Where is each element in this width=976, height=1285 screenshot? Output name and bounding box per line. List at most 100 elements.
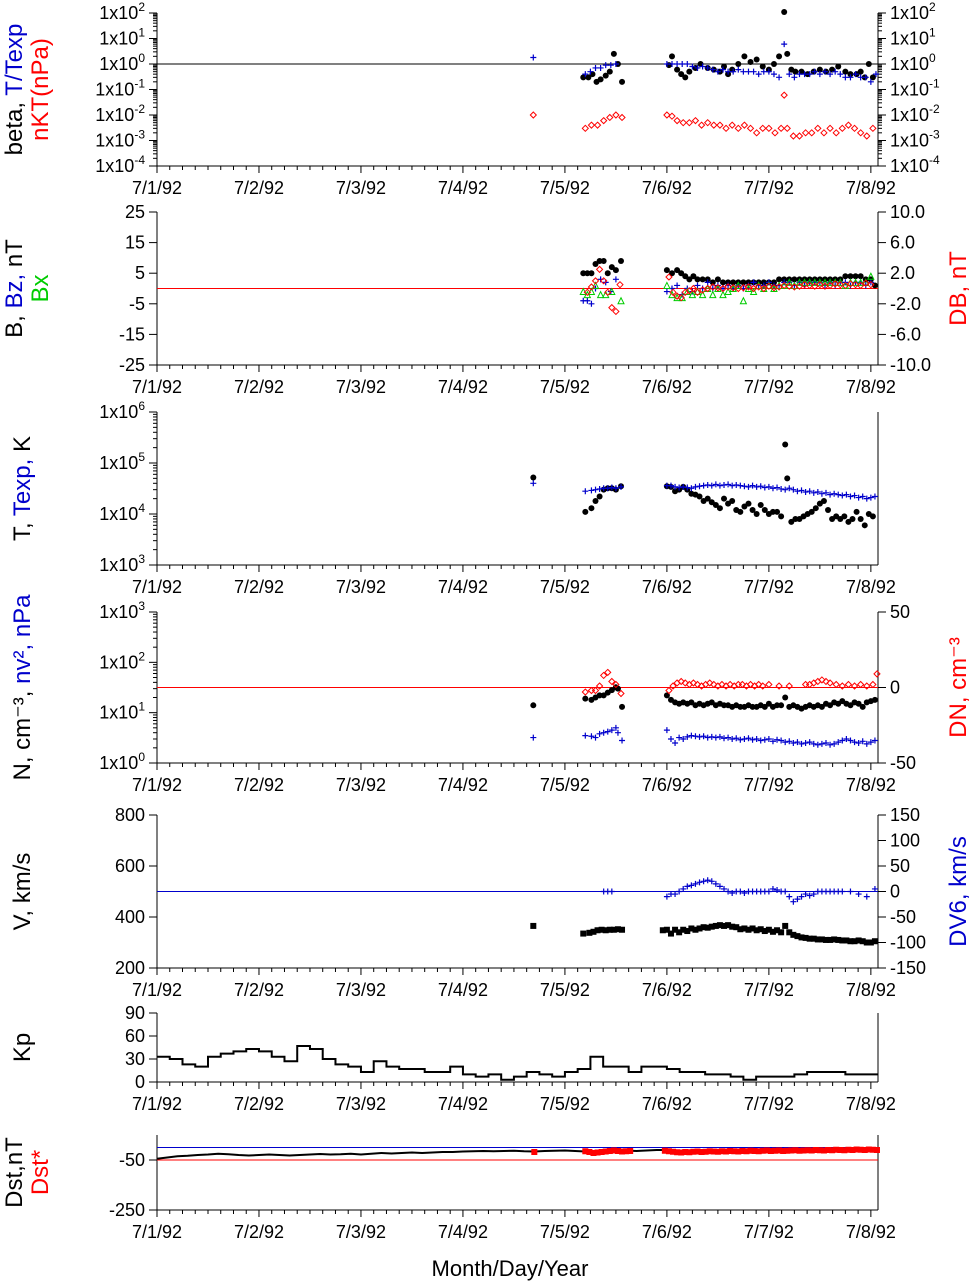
data-point xyxy=(582,488,589,495)
data-point xyxy=(755,1148,762,1155)
data-point xyxy=(837,71,844,78)
y-tick-label: 800 xyxy=(115,805,145,825)
data-point xyxy=(811,68,818,75)
y-tick-label: 1x105 xyxy=(99,450,145,473)
data-point xyxy=(693,288,702,297)
y-tick-label: 1x103 xyxy=(99,599,145,622)
data-point xyxy=(786,738,793,745)
data-point xyxy=(592,64,599,71)
data-point xyxy=(778,737,785,744)
data-point xyxy=(745,279,752,286)
data-point xyxy=(761,736,768,743)
data-point xyxy=(856,680,865,689)
y-tick-label: 90 xyxy=(125,1003,145,1023)
data-point xyxy=(734,281,743,289)
data-point xyxy=(861,1147,868,1153)
data-point xyxy=(806,935,813,942)
data-point xyxy=(676,734,683,741)
x-tick-label: 7/4/92 xyxy=(438,775,488,795)
data-point xyxy=(835,936,842,943)
data-point xyxy=(735,66,742,73)
data-point xyxy=(674,1149,681,1156)
x-tick-label: 7/6/92 xyxy=(642,377,692,397)
y-right-tick-label: 0 xyxy=(890,678,900,698)
data-point xyxy=(582,71,589,78)
data-point xyxy=(847,74,854,81)
data-point xyxy=(777,124,785,133)
data-point xyxy=(765,483,772,490)
data-point xyxy=(708,733,715,740)
data-point xyxy=(712,922,719,929)
data-point xyxy=(795,132,804,140)
x-tick-label: 7/2/92 xyxy=(234,178,284,198)
x-tick-label: 7/1/92 xyxy=(132,1094,182,1114)
data-point xyxy=(599,116,608,125)
x-tick-label: 7/6/92 xyxy=(642,1094,692,1114)
data-point xyxy=(663,926,670,933)
data-point xyxy=(704,924,711,931)
data-point xyxy=(714,284,722,292)
data-point xyxy=(818,740,825,747)
data-point xyxy=(706,1148,713,1155)
data-point xyxy=(694,276,701,283)
data-point xyxy=(782,694,789,701)
data-point xyxy=(821,278,829,286)
x-tick-label: 7/3/92 xyxy=(336,980,386,1000)
data-point xyxy=(680,885,687,892)
x-tick-label: 7/4/92 xyxy=(438,1094,488,1114)
data-point xyxy=(765,735,772,742)
data-point xyxy=(661,1147,668,1154)
data-point xyxy=(856,281,865,290)
data-point xyxy=(712,880,719,887)
data-point xyxy=(667,482,674,489)
data-point xyxy=(862,279,870,287)
data-point xyxy=(785,682,793,690)
data-point xyxy=(733,482,740,489)
data-point xyxy=(719,290,727,299)
data-point xyxy=(802,739,809,746)
x-tick-label: 7/2/92 xyxy=(234,1094,284,1114)
data-point xyxy=(714,276,721,283)
data-point xyxy=(669,270,675,277)
data-point xyxy=(749,736,756,743)
y-tick-label: -15 xyxy=(119,324,145,344)
data-point xyxy=(612,61,619,67)
data-point xyxy=(802,489,809,495)
data-point xyxy=(871,938,878,945)
data-point xyxy=(684,928,691,935)
data-point xyxy=(761,484,768,491)
y-right-tick-label: 50 xyxy=(890,856,910,876)
data-point xyxy=(808,1147,815,1154)
y-tick-label: 1x100 xyxy=(99,750,145,773)
data-point xyxy=(698,1149,705,1155)
data-point xyxy=(591,277,600,285)
data-point xyxy=(740,68,747,75)
data-point xyxy=(604,288,612,297)
data-point xyxy=(816,278,824,286)
data-point xyxy=(725,922,732,929)
data-point xyxy=(751,1148,758,1154)
x-tick-label: 7/1/92 xyxy=(132,377,182,397)
data-point xyxy=(769,928,776,935)
y-tick-label: 1x106 xyxy=(99,399,145,422)
data-point xyxy=(765,700,772,707)
data-point xyxy=(696,483,703,490)
data-point xyxy=(588,300,595,307)
data-point xyxy=(725,481,732,488)
data-point xyxy=(873,670,881,678)
data-point xyxy=(850,682,859,690)
data-point xyxy=(774,484,781,491)
data-point xyxy=(753,56,760,63)
x-axis-title: Month/Day/Year xyxy=(432,1256,589,1281)
data-point xyxy=(832,680,840,689)
data-point xyxy=(729,735,736,742)
data-point xyxy=(814,936,821,943)
data-point xyxy=(863,682,871,690)
data-point xyxy=(672,891,679,898)
x-tick-label: 7/2/92 xyxy=(234,377,284,397)
data-point xyxy=(814,124,822,133)
data-point xyxy=(827,71,834,78)
x-tick-label: 7/1/92 xyxy=(132,577,182,597)
data-point xyxy=(731,1148,738,1155)
series-line xyxy=(157,1044,878,1081)
